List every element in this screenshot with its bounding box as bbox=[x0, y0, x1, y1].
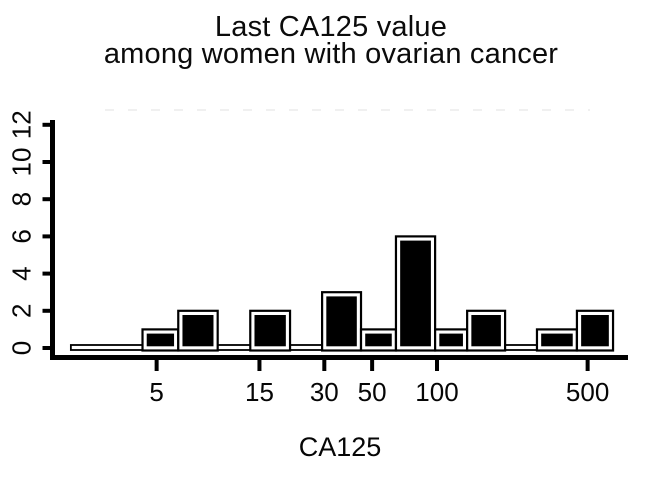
histogram-bar bbox=[254, 315, 286, 347]
x-tick-label: 30 bbox=[310, 377, 339, 407]
histogram-bar bbox=[471, 315, 501, 347]
x-tick-label: 100 bbox=[415, 377, 458, 407]
y-tick-label: 10 bbox=[7, 148, 37, 177]
y-tick-label: 4 bbox=[7, 266, 37, 280]
y-tick-label: 2 bbox=[7, 304, 37, 318]
y-tick-label: 6 bbox=[7, 229, 37, 243]
chart-title: Last CA125 value among women with ovaria… bbox=[0, 11, 650, 70]
histogram-bar bbox=[400, 240, 431, 347]
histogram-bar bbox=[146, 333, 175, 347]
histogram-bar bbox=[365, 333, 392, 347]
histogram-bar bbox=[326, 296, 357, 347]
chart-title-line1: Last CA125 value bbox=[214, 11, 448, 43]
histogram-bar bbox=[541, 333, 573, 347]
chart-title-line2: among women with ovarian cancer bbox=[103, 38, 559, 70]
histogram-bar bbox=[182, 315, 214, 347]
histogram-bar bbox=[581, 315, 609, 347]
histogram-bar bbox=[439, 333, 463, 347]
bars-layer bbox=[69, 235, 615, 352]
y-tick-label: 0 bbox=[7, 341, 37, 355]
x-axis-title: CA125 bbox=[299, 432, 382, 462]
x-tick-label: 500 bbox=[566, 377, 609, 407]
x-tick-label: 5 bbox=[149, 377, 163, 407]
y-tick-label: 8 bbox=[7, 192, 37, 206]
axes-layer: 0 2 4 6 8 10 12 5 15 30 50 100 500 bbox=[7, 110, 628, 407]
x-tick-label: 15 bbox=[245, 377, 274, 407]
x-tick-label: 50 bbox=[358, 377, 387, 407]
y-tick-label: 12 bbox=[7, 110, 37, 139]
